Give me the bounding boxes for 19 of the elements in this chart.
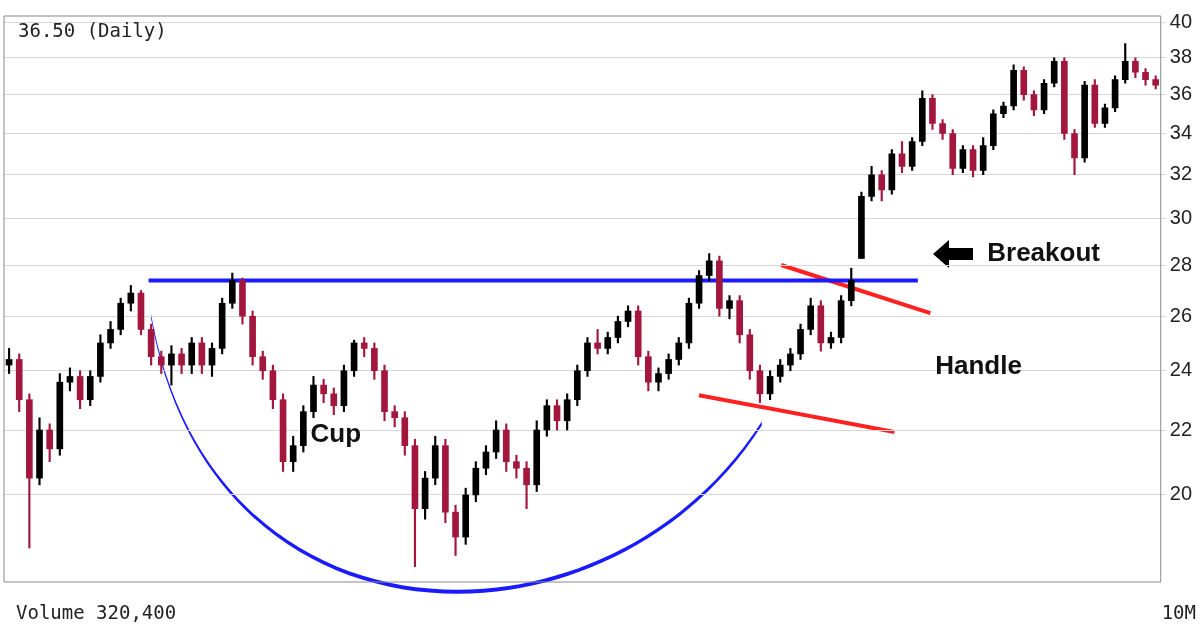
annotation: Breakout bbox=[987, 236, 1101, 267]
y-tick-label: 40 bbox=[1169, 10, 1192, 33]
annotation: Cup bbox=[310, 418, 362, 449]
y-tick-label: 28 bbox=[1169, 253, 1192, 276]
y-tick-label: 30 bbox=[1169, 206, 1192, 229]
annotation: Handle bbox=[935, 350, 1022, 381]
y-tick-label: 34 bbox=[1169, 121, 1192, 143]
text: Volume 320,400 bbox=[16, 601, 177, 623]
text: 10M bbox=[1161, 601, 1196, 623]
y-tick-label: 32 bbox=[1169, 162, 1192, 185]
chart-title: 36.50 (Daily) bbox=[18, 18, 167, 41]
y-tick-label: 36 bbox=[1169, 82, 1192, 105]
candlestick bbox=[523, 461, 530, 510]
candlestick bbox=[168, 345, 175, 386]
y-tick-label: 38 bbox=[1169, 45, 1192, 68]
y-tick-label: 20 bbox=[1169, 482, 1192, 505]
y-tick-label: 22 bbox=[1169, 417, 1192, 440]
y-tick-label: 24 bbox=[1169, 358, 1192, 381]
y-tick-label: 26 bbox=[1169, 303, 1192, 326]
